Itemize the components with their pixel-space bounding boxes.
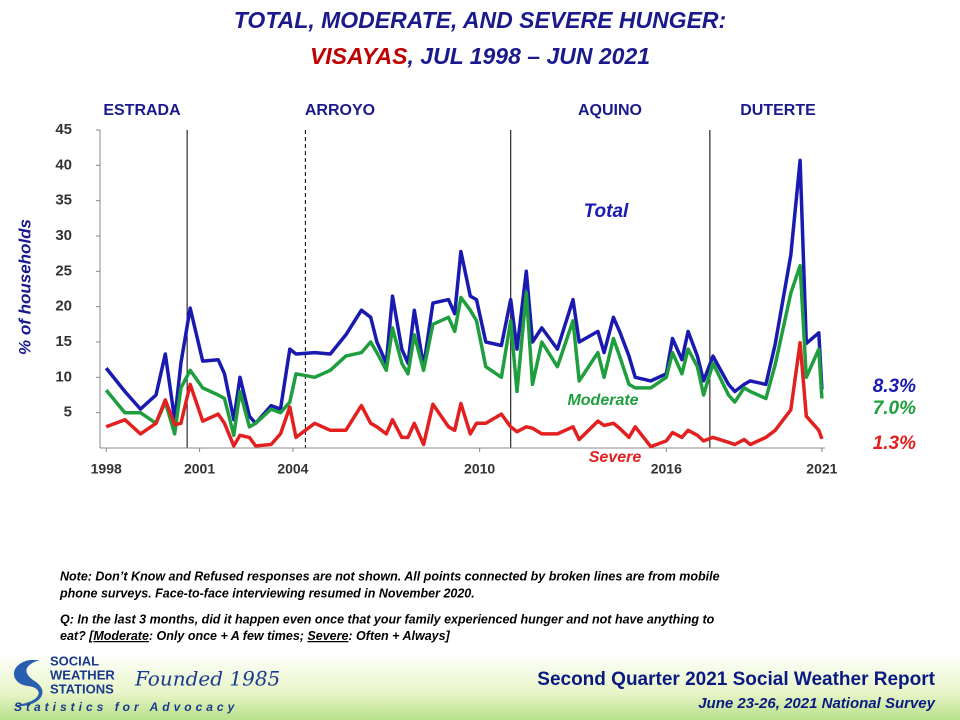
end-label: 8.3% [873,376,916,397]
x-tick-label: 2004 [277,461,308,477]
title-line2: VISAYAS, JUL 1998 – JUN 2021 [310,43,650,69]
x-tick-label: 2010 [464,461,495,477]
q-part: Severe [307,629,348,643]
logo-mark [14,660,43,707]
x-tick-label: 2021 [806,461,837,477]
y-tick-label: 5 [64,404,72,421]
title-period: , JUL 1998 – JUN 2021 [407,43,651,69]
report-title: Second Quarter 2021 Social Weather Repor… [537,669,935,690]
x-tick-label: 2016 [651,461,682,477]
x-tick-label: 2001 [184,461,215,477]
end-label: 7.0% [873,398,916,419]
y-axis-label: % of households [15,219,34,355]
note-line: phone surveys. Face-to-face interviewing… [59,586,475,600]
y-tick-label: 20 [55,298,72,315]
question-line: Q: In the last 3 months, did it happen e… [60,612,715,626]
y-tick-label: 15 [55,333,72,350]
q-part: : Often + Always] [348,629,450,643]
q-part: : Only once + A few times; [149,629,307,643]
y-tick-label: 45 [55,121,72,138]
era-label: ESTRADA [103,102,181,119]
survey-date: June 23-26, 2021 National Survey [698,695,935,712]
note-line: Note: Don’t Know and Refused responses a… [60,569,720,583]
footer-band [0,652,960,720]
q-part: Moderate [93,629,149,643]
q-part: eat? [ [60,629,95,643]
end-label: 1.3% [873,433,916,454]
era-label: DUTERTE [740,102,816,119]
series-label: Severe [589,449,642,466]
x-tick-label: 1998 [91,461,122,477]
series-label: Moderate [567,392,638,409]
question-line: eat? [Moderate: Only once + A few times;… [60,629,451,643]
series-line [104,158,824,426]
logo-line: WEATHER [50,667,115,682]
series-line [105,340,824,449]
tagline: Statistics for Advocacy [14,700,238,714]
era-label: AQUINO [578,102,642,119]
logo-line: SOCIAL [50,653,99,668]
y-tick-label: 35 [55,192,72,209]
era-label: ARROYO [305,102,375,119]
series-line [104,263,824,438]
logo-line: STATIONS [50,681,114,696]
y-tick-label: 30 [55,227,72,244]
plot: ESTRADA ARROYO AQUINO DUTERTE 5 10 15 20 25 30 35 4… [55,102,916,476]
series-label: Total [584,201,629,222]
title-region: VISAYAS [310,43,408,69]
y-tick-label: 40 [55,156,72,173]
title-line1: TOTAL, MODERATE, AND SEVERE HUNGER: [234,7,726,33]
y-tick-label: 10 [55,368,72,385]
y-tick-label: 25 [55,262,72,279]
founded: Founded 1985 [134,667,280,691]
